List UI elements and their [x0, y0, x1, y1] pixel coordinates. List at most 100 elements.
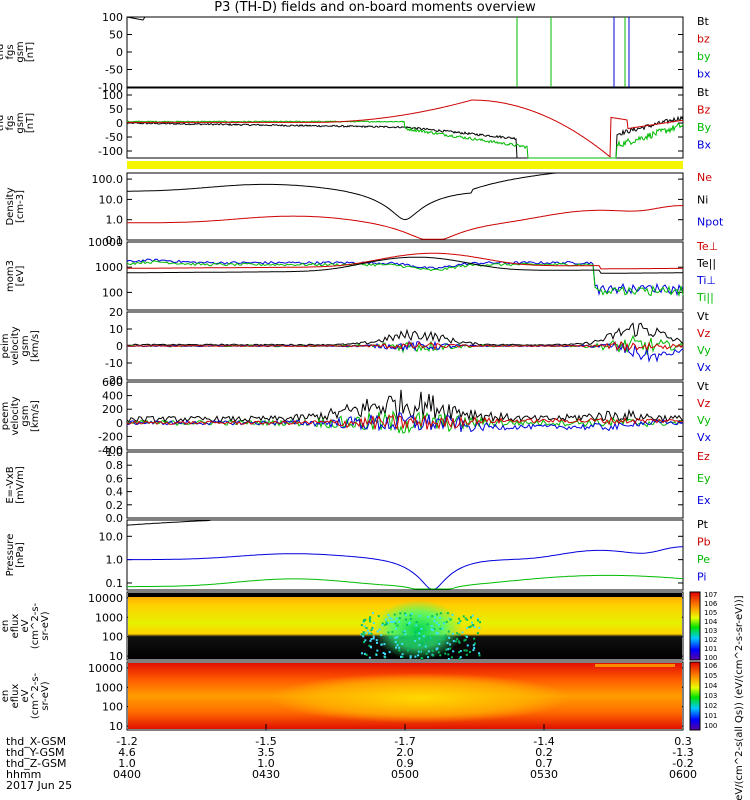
ytick-label: 100	[102, 631, 123, 644]
ion-spectrogram-pixel	[369, 616, 372, 619]
legend-ni: Ni	[697, 193, 708, 206]
ion-spectrogram-pixel	[383, 643, 386, 646]
series-ne	[127, 205, 683, 240]
ion-spectrogram-pixel	[403, 630, 406, 633]
ytick-label: 1.0	[106, 446, 124, 459]
ion-spectrogram-pixel	[372, 612, 375, 615]
ephem-value: 0.7	[535, 757, 553, 770]
ion-spectrogram-pixel	[476, 632, 479, 635]
plot-title: P3 (TH-D) fields and on-board moments ov…	[214, 0, 536, 15]
ylabel-line: [nT]	[25, 42, 36, 62]
legend-bx: Bx	[697, 139, 712, 152]
legend-vy: Vy	[697, 344, 711, 357]
ylabel-line: thd	[0, 115, 6, 132]
panel-8: Pressure [nPa] 10.0 1.0 0.1 Pt Pb Pe Pi	[5, 518, 711, 591]
ion-spectrogram-pixel	[448, 617, 451, 620]
ephem-value: 0500	[391, 768, 419, 781]
ion-spectrogram-pixel	[396, 636, 399, 639]
ytick-label: 1.0	[106, 214, 124, 227]
ylabel-line: Pressure	[5, 534, 16, 577]
ephem-value: -1.2	[116, 735, 137, 748]
ion-spectrogram-pixel	[435, 648, 438, 651]
panel-frame	[126, 451, 684, 519]
legend-bz: Bz	[697, 104, 711, 117]
ion-spectrogram-pixel	[428, 637, 431, 640]
colorbar-ion	[689, 591, 701, 661]
panel-3: Density [cm-3] 100.0 10.0 1.0 0.1 Ne Ni Npot	[5, 171, 724, 247]
colorbar-tick: 101	[704, 645, 717, 653]
ion-spectrogram-pixel	[465, 635, 468, 638]
ion-spectrogram-pixel	[391, 630, 394, 633]
ylabel-line: eV	[20, 619, 31, 632]
series-pt	[126, 519, 683, 526]
ion-spectrogram-pixel	[466, 627, 469, 630]
ion-spectrogram-pixel	[368, 644, 371, 647]
ylabel-line: [nT]	[25, 113, 36, 133]
ylabel-line: eV	[20, 689, 31, 702]
ion-spectrogram-pixel	[401, 637, 404, 640]
ion-spectrogram-pixel	[465, 653, 468, 656]
panel-1: thd fgs gsm [nT] 100 50 0 -50 -100 Bt bz by bx	[0, 11, 711, 94]
ylabel-line: E=-VxB	[5, 466, 16, 503]
ytick-label: 0.4	[106, 486, 124, 499]
ion-spectrogram-pixel	[446, 612, 449, 615]
ion-spectrogram-pixel	[473, 637, 476, 640]
legend-pb: Pb	[697, 536, 711, 549]
ion-spectrogram-pixel	[404, 618, 407, 621]
ion-spectrogram-pixel	[369, 639, 372, 642]
ion-spectrogram-pixel	[452, 640, 455, 643]
ylabel-line: thd	[0, 338, 1, 355]
ion-spectrogram-pixel	[394, 636, 397, 639]
ion-spectrogram-pixel	[444, 634, 447, 637]
ion-spectrogram-pixel	[401, 653, 404, 656]
ion-spectrogram-pixel	[418, 635, 421, 638]
ion-spectrogram-pixel	[454, 640, 457, 643]
ion-spectrogram-pixel	[409, 656, 412, 659]
series-vz	[126, 414, 684, 431]
ion-spectrogram-pixel	[418, 632, 421, 635]
legend-bx: bx	[697, 68, 711, 81]
ephem-value: -1.7	[394, 735, 415, 748]
ion-spectrogram-pixel	[435, 613, 438, 616]
ion-spectrogram-pixel	[381, 624, 384, 627]
ion-spectrogram-pixel	[404, 633, 407, 636]
ytick-label: 0	[116, 46, 123, 59]
ion-spectrogram-pixel	[364, 618, 367, 621]
ion-spectrogram-pixel	[363, 652, 366, 655]
colorbar-tick: 100	[704, 654, 717, 662]
legend-vy: Vy	[697, 414, 711, 427]
panel-7: E=-VxB [mV/m] 1.00.80.60.40.20.0 Ez Ey Ex	[5, 446, 711, 525]
legend-bt: Bt	[697, 86, 710, 99]
legend-vz: Vz	[697, 327, 711, 340]
colorbar-tick: 104	[704, 618, 718, 626]
ytick-label: 100	[102, 89, 123, 102]
ion-spectrogram-pixel	[395, 617, 398, 620]
ytick-label: 0	[116, 340, 123, 353]
ylabel-line: en	[0, 690, 11, 703]
ion-spectrogram-pixel	[402, 631, 405, 634]
ion-spectrogram-pixel	[458, 633, 461, 636]
ephem-value: -1.3	[672, 746, 693, 759]
ion-spectrogram-pixel	[456, 632, 459, 635]
panel-ylabel: E=-VxB [mV/m]	[5, 466, 26, 504]
ion-spectrogram-pixel	[464, 634, 467, 637]
ytick-label: 10.0	[99, 530, 124, 543]
series-tiperp	[126, 258, 684, 297]
ion-spectrogram-pixel	[376, 630, 379, 633]
ion-spectrogram-pixel	[409, 614, 412, 617]
ylabel-line: peem	[0, 402, 11, 430]
ion-spectrogram-pixel	[437, 624, 440, 627]
ion-spectrogram-pixel	[478, 626, 481, 629]
ion-spectrogram-pixel	[449, 618, 452, 621]
ion-spectrogram-pixel	[459, 656, 462, 659]
ion-spectrogram-pixel	[385, 621, 388, 624]
ion-spectrogram-pixel	[388, 651, 391, 654]
ion-spectrogram-pixel	[394, 622, 397, 625]
ion-spectrogram-pixel	[383, 655, 386, 658]
ion-spectrogram-pixel	[406, 649, 409, 652]
ion-spectrogram-pixel	[361, 633, 364, 636]
ylabel-line: gsm	[20, 405, 31, 426]
ion-spectrogram-pixel	[372, 635, 375, 638]
ion-spectrogram-pixel	[445, 620, 448, 623]
colorbar-tick: 100	[704, 722, 717, 730]
